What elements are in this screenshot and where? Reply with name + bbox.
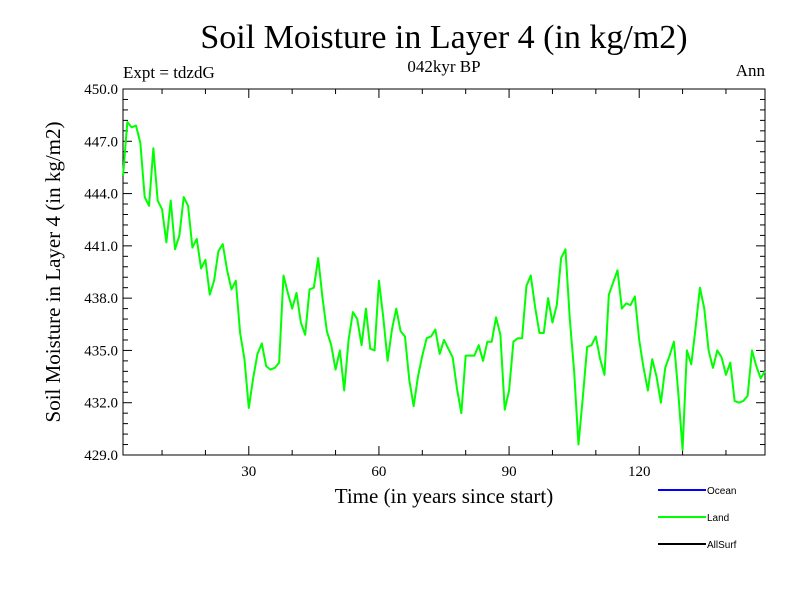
x-tick-label: 30 <box>241 464 256 480</box>
experiment-label: Expt = tdzdG <box>123 63 215 82</box>
y-tick-label: 432.0 <box>84 396 118 412</box>
y-tick-label: 444.0 <box>84 187 118 203</box>
y-tick-label: 429.0 <box>84 448 118 464</box>
chart-subtitle: 042kyr BP <box>407 57 480 76</box>
y-tick-label: 435.0 <box>84 343 118 359</box>
series-layer <box>122 121 766 451</box>
legend-label-ocean: Ocean <box>707 486 736 497</box>
x-tick-label: 120 <box>628 464 651 480</box>
y-tick-label: 438.0 <box>84 291 118 307</box>
y-axis-label: Soil Moisture in Layer 4 (in kg/m2) <box>41 122 65 423</box>
x-tick-label: 60 <box>371 464 386 480</box>
x-axis-label: Time (in years since start) <box>335 484 554 508</box>
season-label: Ann <box>736 61 766 80</box>
legend: Ocean Land AllSurf <box>658 486 737 551</box>
y-tick-label: 441.0 <box>84 239 118 255</box>
plot-frame <box>122 88 766 456</box>
x-tick-label: 90 <box>502 464 517 480</box>
y-tick-label: 447.0 <box>84 134 118 150</box>
series-line-land <box>122 121 766 451</box>
y-axis: 429.0 432.0 435.0 438.0 441.0 444.0 447.0 450.0 <box>84 82 765 464</box>
chart-title: Soil Moisture in Layer 4 (in kg/m2) <box>200 19 687 56</box>
x-axis: 30 60 90 120 <box>161 89 727 480</box>
legend-label-land: Land <box>707 513 729 524</box>
y-tick-label: 450.0 <box>84 82 118 98</box>
legend-label-allsurf: AllSurf <box>707 540 737 551</box>
